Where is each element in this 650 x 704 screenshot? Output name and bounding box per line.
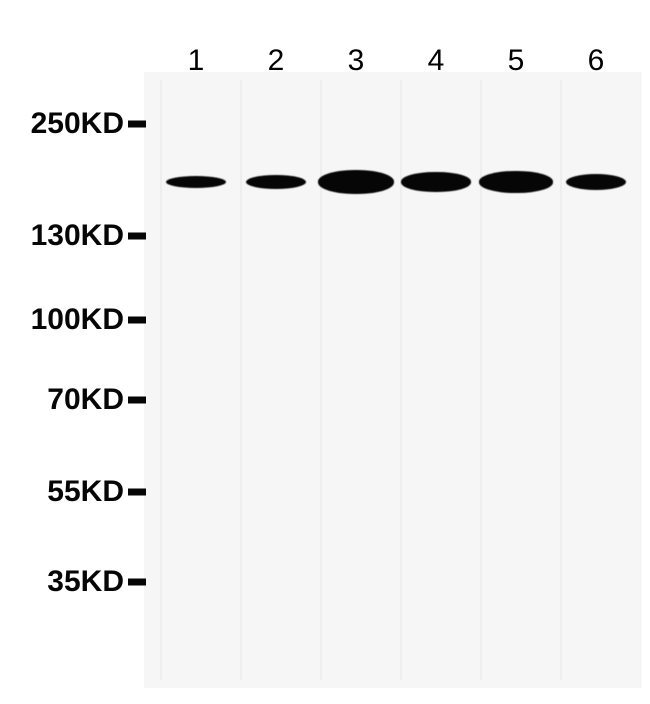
mw-tick (128, 121, 146, 128)
lane-number: 1 (188, 44, 205, 78)
mw-tick (128, 233, 146, 240)
protein-band (401, 172, 471, 192)
mw-tick (128, 317, 146, 324)
blot-membrane-area (144, 72, 642, 688)
mw-label: 70KD (47, 383, 124, 417)
blot-figure: 1 2 3 4 5 6 250KD 130KD 100KD 70KD 55KD 35KD (0, 0, 650, 704)
lane-number: 2 (268, 44, 285, 78)
lane-number: 3 (348, 44, 365, 78)
protein-band (566, 174, 626, 190)
mw-label: 35KD (47, 565, 124, 599)
mw-label: 100KD (31, 303, 124, 337)
mw-tick (128, 489, 146, 496)
protein-band (479, 171, 553, 193)
protein-band (318, 170, 394, 194)
lane-number: 5 (508, 44, 525, 78)
protein-band (166, 176, 226, 188)
mw-label: 250KD (31, 107, 124, 141)
lane-number: 6 (588, 44, 605, 78)
mw-tick (128, 579, 146, 586)
mw-label: 130KD (31, 219, 124, 253)
mw-label: 55KD (47, 475, 124, 509)
mw-tick (128, 397, 146, 404)
protein-band (246, 175, 306, 189)
lane-number: 4 (428, 44, 445, 78)
